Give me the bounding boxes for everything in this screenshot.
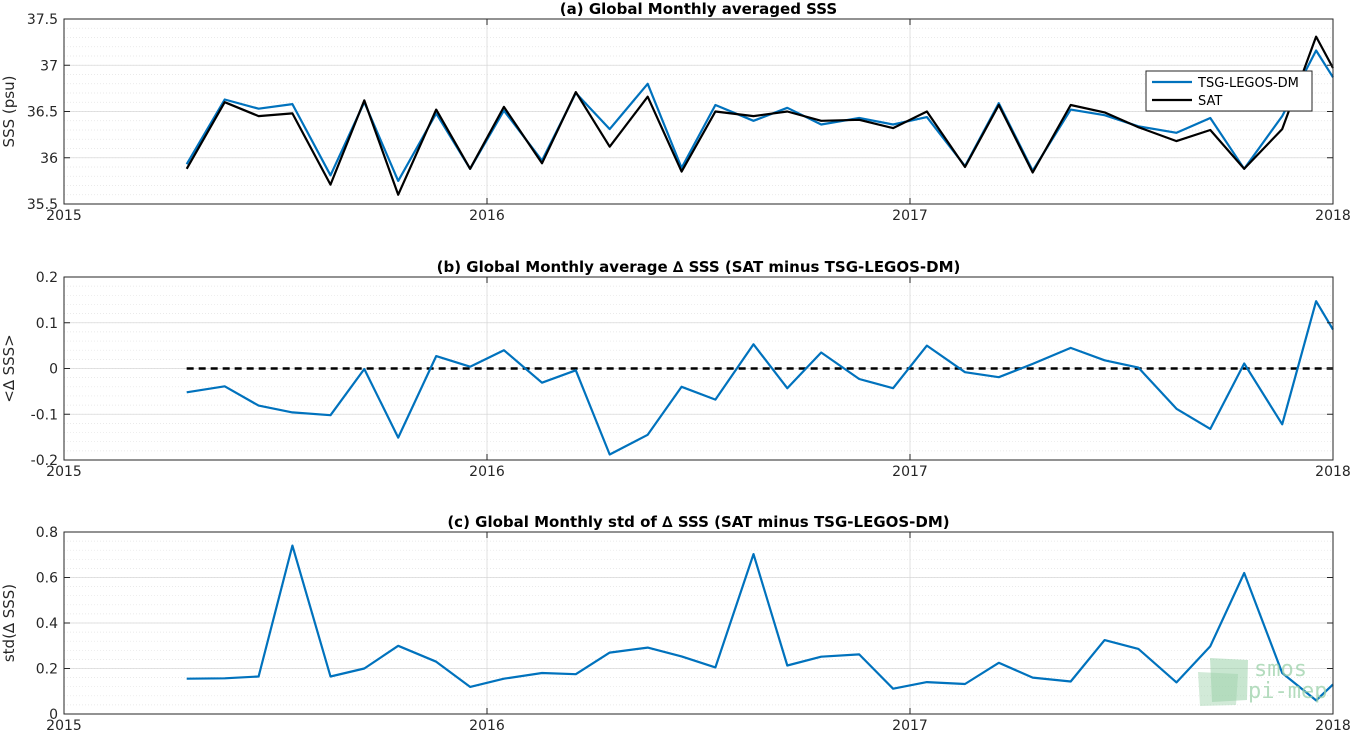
chart-title: (a) Global Monthly averaged SSS xyxy=(560,0,837,18)
y-tick-label: 0.8 xyxy=(36,525,58,541)
x-tick-label: 2018 xyxy=(1315,718,1351,734)
y-tick-label: 0.1 xyxy=(36,316,58,332)
y-tick-label: 0.2 xyxy=(36,270,58,286)
logo-mark xyxy=(1210,658,1248,702)
y-tick-label: 0 xyxy=(49,707,58,723)
x-tick-label: 2015 xyxy=(46,208,82,224)
legend-label: SAT xyxy=(1198,94,1222,109)
logo-text-pi-mep: pi-mep xyxy=(1248,679,1327,704)
y-tick-label: 0.2 xyxy=(36,662,58,678)
x-tick-label: 2017 xyxy=(892,208,928,224)
x-tick-label: 2016 xyxy=(469,208,505,224)
logo-text-smos: smos xyxy=(1254,657,1307,682)
x-tick-label: 2018 xyxy=(1315,208,1351,224)
x-tick-label: 2017 xyxy=(892,718,928,734)
x-tick-label: 2016 xyxy=(469,464,505,480)
chart-title: (b) Global Monthly average ∆ SSS (SAT mi… xyxy=(437,258,961,276)
chart-title: (c) Global Monthly std of ∆ SSS (SAT min… xyxy=(447,513,949,531)
y-tick-label: 0 xyxy=(49,362,58,378)
logo-mark-back xyxy=(1198,672,1238,706)
panel-a-averaged-sss: 2015 2016 2017 2018 35.5 36 36.5 37 37.5 (a) Glob… xyxy=(0,0,1351,224)
y-axis-label: SSS (psu) xyxy=(0,76,18,148)
y-tick-label: 0.4 xyxy=(36,616,58,632)
y-tick-label: 35.5 xyxy=(27,197,58,213)
y-tick-label: 37 xyxy=(40,58,58,74)
series-line-0 xyxy=(186,300,1334,456)
series-line-0 xyxy=(186,544,1334,702)
y-tick-label: -0.1 xyxy=(31,407,58,423)
x-tick-label: 2016 xyxy=(469,718,505,734)
x-tick-label: 2015 xyxy=(46,464,82,480)
panel-b-average-delta-sss: 2015 2016 2017 2018 -0.2 -0.1 0 0.1 0.2 (b) Globa… xyxy=(0,258,1351,480)
y-tick-label: 37.5 xyxy=(27,12,58,28)
y-tick-label: 36 xyxy=(40,151,58,167)
legend-box xyxy=(1145,70,1313,112)
panel-c-std-delta-sss: 2015 2016 2017 2018 0 0.2 0.4 0.6 0.8 (c) Global … xyxy=(0,513,1351,734)
legend-label: TSG-LEGOS-DM xyxy=(1197,76,1299,91)
y-tick-label: -0.2 xyxy=(31,453,58,469)
y-axis-label: <∆ SSS> xyxy=(0,334,18,403)
x-tick-label: 2015 xyxy=(46,718,82,734)
y-tick-label: 36.5 xyxy=(27,105,58,121)
x-tick-label: 2017 xyxy=(892,464,928,480)
x-tick-label: 2018 xyxy=(1315,464,1351,480)
y-axis-label: std(∆ SSS) xyxy=(0,584,18,662)
series-line-sat xyxy=(185,35,1334,196)
y-tick-label: 0.6 xyxy=(36,571,58,587)
